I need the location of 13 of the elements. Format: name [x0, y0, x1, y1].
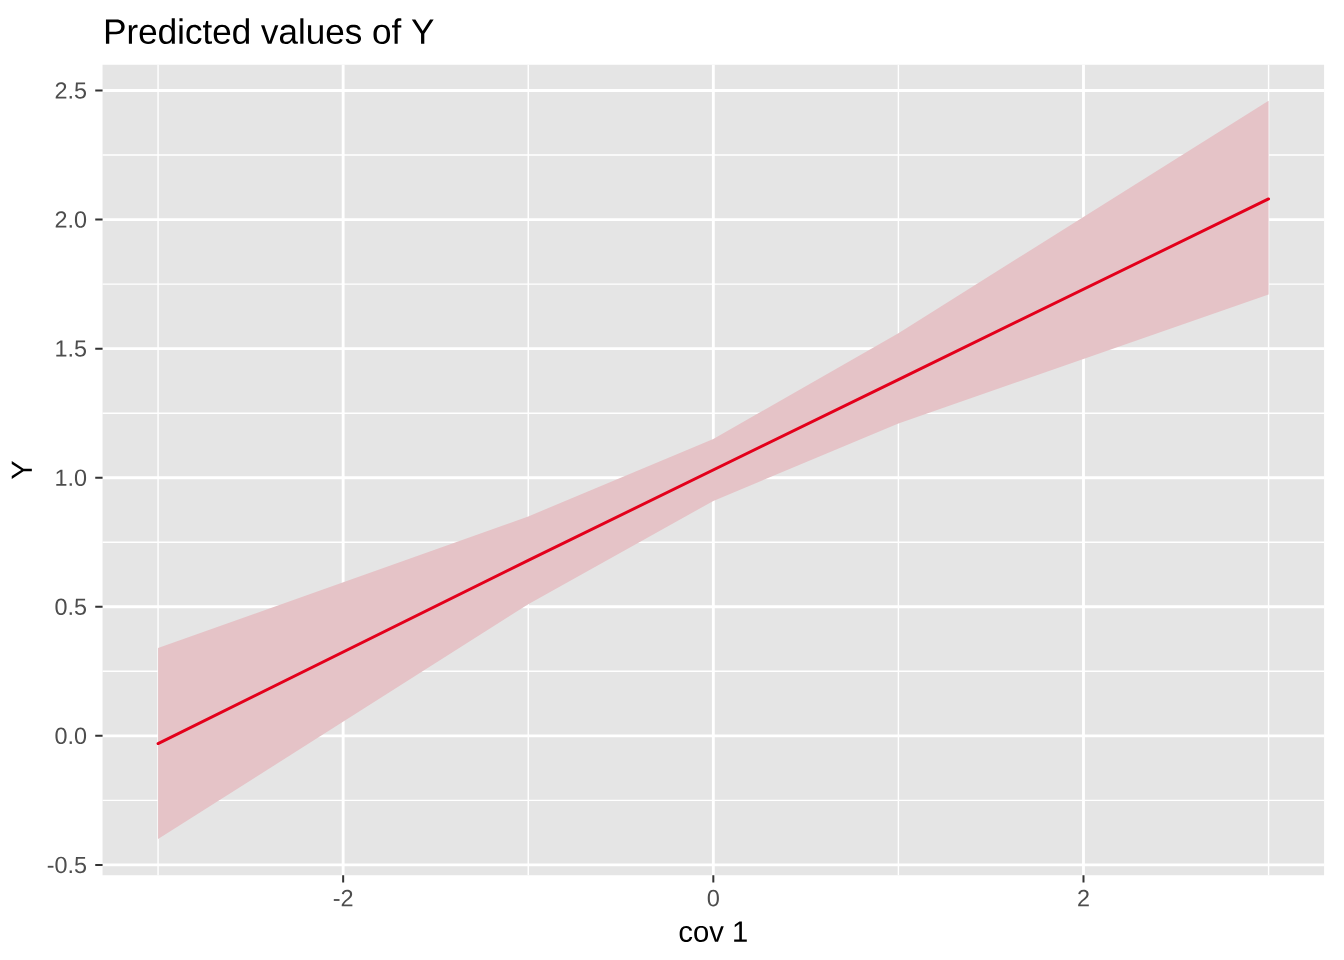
- y-tick-label: 0.0: [55, 727, 87, 745]
- y-tick-label: -0.5: [47, 856, 86, 874]
- y-axis-title: Y: [11, 460, 32, 480]
- chart-title: Predicted values of Y: [105, 18, 434, 45]
- x-axis-title: cov 1: [679, 921, 747, 942]
- y-tick-label: 2.0: [55, 211, 87, 228]
- x-tick-label: -2: [333, 889, 353, 907]
- y-tick-label: 1.5: [56, 340, 86, 357]
- y-tick-label: 1.0: [56, 469, 87, 486]
- x-tick-label: 2: [1078, 889, 1089, 907]
- y-tick-label: 2.5: [55, 82, 86, 99]
- y-tick-label: 0.5: [55, 598, 86, 616]
- x-tick-label: 0: [707, 889, 719, 907]
